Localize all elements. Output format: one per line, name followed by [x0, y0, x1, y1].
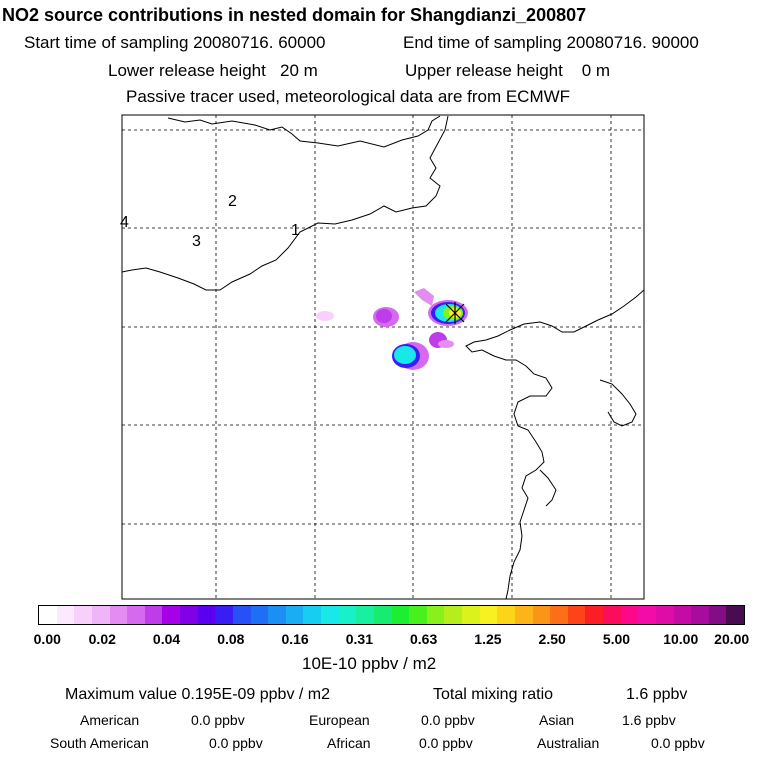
- colorbar-segment: [479, 606, 498, 624]
- max-value-label: Maximum value 0.195E-09 ppbv / m2: [65, 686, 331, 703]
- colorbar-segment: [162, 606, 180, 624]
- colorbar-segment: [91, 606, 110, 624]
- colorbar-segment: [232, 606, 251, 624]
- colorbar-segment: [497, 606, 515, 624]
- colorbar-tick-label: 20.00: [714, 631, 750, 647]
- region-label-3: 3: [192, 233, 201, 250]
- colorbar-segment: [391, 606, 410, 624]
- colorbar-segment: [532, 606, 551, 624]
- region-label-2: 2: [228, 193, 237, 210]
- colorbar-tick-label: 2.50: [538, 631, 566, 647]
- colorbar-segment: [550, 606, 568, 624]
- colorbar-segment: [655, 606, 674, 624]
- colorbar-tick-label: 10.00: [663, 631, 699, 647]
- colorbar-segment: [197, 606, 216, 624]
- lower-release-label: Lower release height 20 m: [108, 61, 318, 80]
- region-name-australian: Australian: [537, 735, 600, 751]
- colorbar-tick-label: 0.08: [217, 631, 245, 647]
- colorbar-segment: [603, 606, 621, 624]
- colorbar-segment: [250, 606, 269, 624]
- start-time-label: Start time of sampling 20080716. 60000: [24, 33, 326, 52]
- colorbar-segment: [215, 606, 233, 624]
- colorbar-tick-label: 1.25: [474, 631, 502, 647]
- region-name-south-american: South American: [50, 735, 149, 751]
- receptor-marker-icon: [445, 302, 465, 324]
- colorbar-segment: [567, 606, 586, 624]
- colorbar-segment: [638, 606, 656, 624]
- colorbar-segment: [373, 606, 392, 624]
- colorbar-tick-label: 0.02: [88, 631, 116, 647]
- region-value-asian: 1.6 ppbv: [622, 712, 676, 728]
- map-frame: [121, 114, 645, 600]
- colorbar-segment: [144, 606, 163, 624]
- colorbar-segment: [321, 606, 339, 624]
- region-label-4: 4: [120, 214, 129, 231]
- colorbar-segment: [409, 606, 427, 624]
- colorbar-segment: [444, 606, 462, 624]
- region-value-australian: 0.0 ppbv: [651, 735, 705, 751]
- colorbar-segment: [285, 606, 304, 624]
- colorbar-tick-label: 0.16: [281, 631, 309, 647]
- colorbar-tick-label: 0.00: [33, 631, 61, 647]
- total-mixing-value: 1.6 ppbv: [626, 686, 688, 703]
- region-value-american: 0.0 ppbv: [191, 712, 245, 728]
- colorbar-segment: [726, 606, 744, 624]
- colorbar-segment: [56, 606, 75, 624]
- colorbar-segment: [109, 606, 128, 624]
- colorbar-segment: [462, 606, 480, 624]
- end-time-label: End time of sampling 20080716. 90000: [403, 33, 699, 52]
- region-name-american: American: [80, 712, 140, 728]
- colorbar-segment: [673, 606, 692, 624]
- colorbar-segment: [620, 606, 639, 624]
- colorbar-segment: [585, 606, 603, 624]
- region-value-european: 0.0 ppbv: [421, 712, 475, 728]
- colorbar: [38, 605, 745, 625]
- upper-release-label: Upper release height 0 m: [405, 61, 611, 80]
- colorbar-segment: [691, 606, 709, 624]
- region-value-south-american: 0.0 ppbv: [209, 735, 263, 751]
- region-value-african: 0.0 ppbv: [419, 735, 473, 751]
- coastlines: [122, 115, 644, 599]
- colorbar-segment: [514, 606, 533, 624]
- colorbar-segment: [39, 606, 57, 624]
- colorbar-tick-label: 5.00: [602, 631, 631, 647]
- colorbar-segment: [708, 606, 727, 624]
- colorbar-segment: [127, 606, 145, 624]
- tracer-label: Passive tracer used, meteorological data…: [126, 87, 571, 106]
- colorbar-segment: [338, 606, 357, 624]
- colorbar-tick-label: 0.31: [345, 631, 373, 647]
- region-name-african: African: [327, 735, 371, 751]
- colorbar-segment: [356, 606, 374, 624]
- colorbar-segment: [180, 606, 198, 624]
- plot-title: NO2 source contributions in nested domai…: [2, 5, 587, 25]
- region-name-european: European: [309, 712, 370, 728]
- region-label-1: 1: [291, 222, 300, 239]
- colorbar-segment: [303, 606, 321, 624]
- colorbar-tick-label: 0.04: [152, 631, 181, 647]
- colorbar-segment: [74, 606, 92, 624]
- region-name-asian: Asian: [539, 712, 575, 728]
- colorbar-segment: [426, 606, 445, 624]
- colorbar-segment: [268, 606, 286, 624]
- total-mixing-label: Total mixing ratio: [433, 686, 554, 703]
- colorbar-tick-label: 0.63: [410, 631, 438, 647]
- colorbar-unit-label: 10E-10 ppbv / m2: [302, 654, 437, 673]
